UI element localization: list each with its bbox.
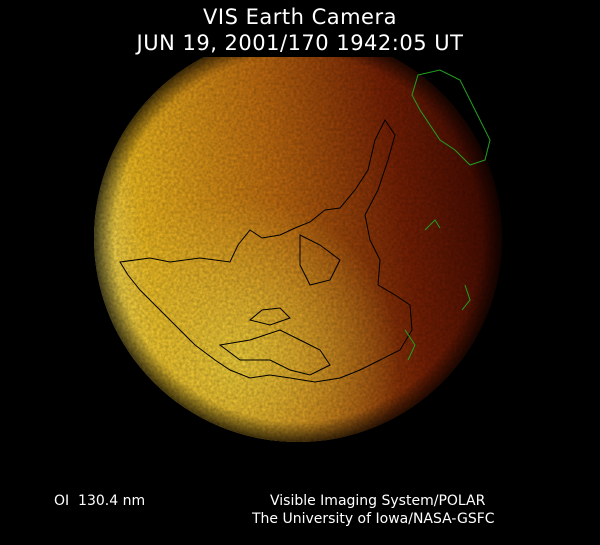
timestamp: JUN 19, 2001/170 1942:05 UT bbox=[136, 31, 464, 55]
credit-line-1: Visible Imaging System/POLAR bbox=[270, 493, 486, 509]
credit-line-2: The University of Iowa/NASA-GSFC bbox=[252, 511, 495, 527]
coastlines bbox=[119, 119, 413, 383]
night-coastlines bbox=[404, 69, 491, 361]
wavelength-label: OI 130.4 nm bbox=[54, 493, 146, 509]
image-title: VIS Earth Camera bbox=[203, 5, 397, 29]
